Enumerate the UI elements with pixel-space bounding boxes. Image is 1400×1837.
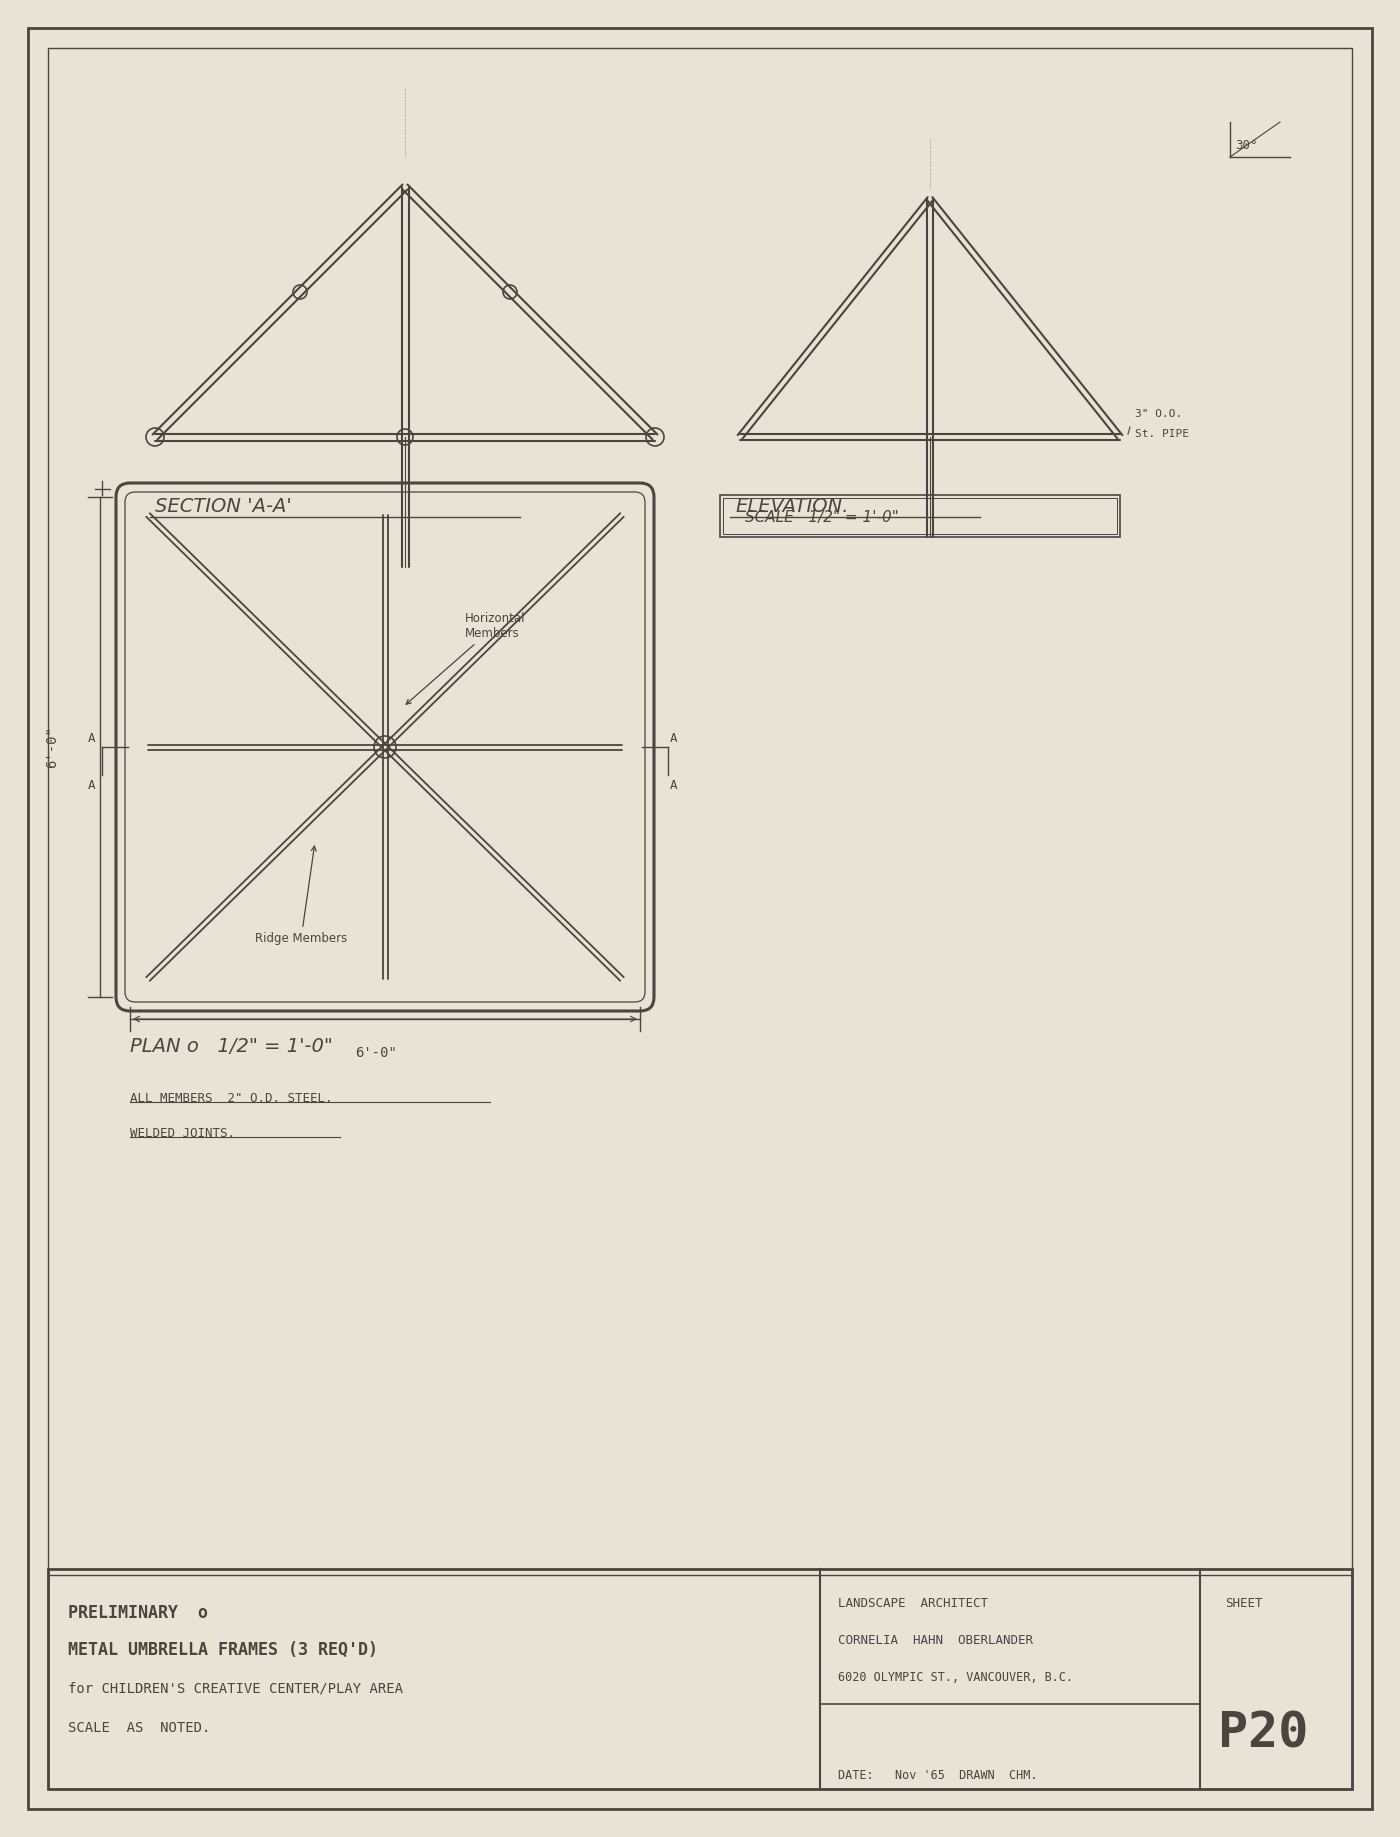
Text: A: A <box>88 779 95 792</box>
Text: St. PIPE: St. PIPE <box>1135 430 1189 439</box>
Text: METAL UMBRELLA FRAMES (3 REQ'D): METAL UMBRELLA FRAMES (3 REQ'D) <box>69 1640 378 1659</box>
Text: WELDED JOINTS.: WELDED JOINTS. <box>130 1128 235 1141</box>
Text: SECTION 'A-A': SECTION 'A-A' <box>155 498 291 516</box>
Text: 6'-0": 6'-0" <box>45 726 59 768</box>
Text: DATE:   Nov '65  DRAWN  CHM.: DATE: Nov '65 DRAWN CHM. <box>839 1769 1037 1782</box>
Text: A: A <box>671 779 678 792</box>
Text: PRELIMINARY  o: PRELIMINARY o <box>69 1604 209 1622</box>
Text: LANDSCAPE  ARCHITECT: LANDSCAPE ARCHITECT <box>839 1596 988 1609</box>
Text: SCALE  AS  NOTED.: SCALE AS NOTED. <box>69 1721 210 1734</box>
Text: 6'-0": 6'-0" <box>356 1045 396 1060</box>
Text: 30°: 30° <box>1235 140 1257 152</box>
Text: CORNELIA  HAHN  OBERLANDER: CORNELIA HAHN OBERLANDER <box>839 1633 1033 1648</box>
Text: P20: P20 <box>1218 1708 1309 1756</box>
Text: Ridge Members: Ridge Members <box>255 847 347 944</box>
Text: A: A <box>88 731 95 746</box>
Text: SHEET: SHEET <box>1225 1596 1263 1609</box>
Bar <box>720 494 1120 536</box>
Text: ELEVATION.: ELEVATION. <box>735 498 848 516</box>
Text: PLAN o   1/2" = 1'-0": PLAN o 1/2" = 1'-0" <box>130 1038 333 1056</box>
Bar <box>48 1569 1352 1789</box>
Text: ALL MEMBERS  2" O.D. STEEL.: ALL MEMBERS 2" O.D. STEEL. <box>130 1091 333 1106</box>
Text: SCALE   1/2" = 1'-0": SCALE 1/2" = 1'-0" <box>745 511 899 525</box>
Text: for CHILDREN'S CREATIVE CENTER/PLAY AREA: for CHILDREN'S CREATIVE CENTER/PLAY AREA <box>69 1681 403 1696</box>
Text: 6020 OLYMPIC ST., VANCOUVER, B.C.: 6020 OLYMPIC ST., VANCOUVER, B.C. <box>839 1672 1074 1685</box>
Text: 3" O.O.: 3" O.O. <box>1135 410 1182 419</box>
Text: A: A <box>671 731 678 746</box>
Text: Horizontal
Members: Horizontal Members <box>406 612 525 704</box>
Bar <box>722 498 1117 535</box>
